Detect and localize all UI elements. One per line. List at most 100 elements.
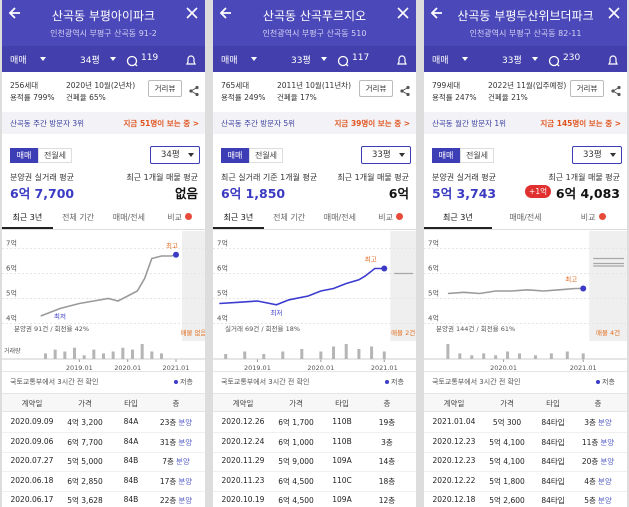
close-button[interactable] <box>606 5 622 21</box>
cell-text: 84B <box>123 475 139 485</box>
floor-area-ratio: 용적률 799% <box>10 93 55 102</box>
chart-tab[interactable]: 매매/전세 <box>509 213 542 222</box>
back-button[interactable] <box>6 4 24 22</box>
divider <box>213 229 416 230</box>
share-button[interactable] <box>399 82 411 97</box>
presale-tag: 분양 <box>600 457 615 466</box>
close-button[interactable] <box>184 5 200 21</box>
filter[interactable]: 33평 <box>291 56 311 66</box>
volume-bar <box>281 351 285 359</box>
filter[interactable]: 매매 <box>221 56 238 66</box>
chart-tab[interactable]: 비교 <box>154 212 205 229</box>
panel: 산곡동 부평아이파크 인천광역시 부평구 산곡동 91-2 매매 34평 119 256세… <box>2 0 205 507</box>
chart-tab[interactable]: 비교 <box>365 212 416 229</box>
volume-bar <box>121 347 125 359</box>
cell-text: 109A <box>332 456 352 465</box>
volume-bar <box>446 344 450 359</box>
filter[interactable]: 34평 <box>80 56 100 66</box>
back-button[interactable] <box>217 4 235 22</box>
viewer-count[interactable]: 지금 39명이 보는 중 > <box>334 119 410 128</box>
visitor-rank: 산곡동 월간 방문자 1위 <box>432 119 507 128</box>
viewer-count[interactable]: 지금 145명이 보는 중 > <box>540 119 621 128</box>
table-cell: 5억 9,000 <box>269 456 323 467</box>
panel: 산곡동 산곡푸르지오 인천광역시 부평구 산곡동 510 매매 33평 117 765세대… <box>213 0 416 507</box>
viewer-count[interactable]: 지금 51명이 보는 중 > <box>123 119 199 128</box>
address: 인천광역시 부평구 산곡동 91-2 <box>50 29 157 38</box>
close-button[interactable] <box>395 5 411 21</box>
filter[interactable]: 매매 <box>10 56 27 66</box>
cell-text: 2020.12.23 <box>432 456 476 465</box>
volume-bar <box>533 355 537 359</box>
cell-text: 5억 300 <box>492 418 522 427</box>
share-button[interactable] <box>610 82 622 97</box>
street-view-button[interactable]: 거리뷰 <box>359 80 393 97</box>
households: 256세대 <box>10 81 39 90</box>
building-coverage: 건폐율 21% <box>488 93 528 102</box>
back-button[interactable] <box>428 4 446 22</box>
table-header: 층 <box>383 399 391 408</box>
cell-text: 2020.11.23 <box>221 475 265 485</box>
caret <box>321 57 327 61</box>
comment-count[interactable]: 117 <box>352 53 370 63</box>
cell-text: 4억 3,200 <box>67 418 103 427</box>
x-tick-label: 2021.01 <box>570 364 597 372</box>
low-label: 최저 <box>270 308 282 317</box>
cell-text: 5억 1,800 <box>489 476 525 486</box>
table-cell: 5층 분양 <box>572 495 624 506</box>
street-view-button[interactable]: 거리뷰 <box>148 80 182 97</box>
cell-text: 2020.12.22 <box>432 475 476 485</box>
cell-text: 18층 <box>378 476 396 486</box>
table-cell: 6억 4,500 <box>269 476 323 487</box>
chart-tab[interactable]: 최근 3년 <box>424 212 492 229</box>
deal-tab[interactable]: 전월세 <box>38 148 72 163</box>
filter[interactable]: 매매 <box>432 56 449 66</box>
presale-tag: 분양 <box>597 476 612 486</box>
chart-tab[interactable]: 매매/전세 <box>112 213 145 222</box>
price-line <box>447 287 584 295</box>
size-select[interactable]: 33평 <box>572 146 622 164</box>
chart-tab[interactable]: 비교 <box>559 212 627 229</box>
table-header: 타입 <box>335 399 349 408</box>
divider <box>424 229 627 230</box>
row-divider <box>2 432 205 433</box>
table-header: 계약일 <box>443 399 465 408</box>
filter[interactable]: 33평 <box>502 56 522 66</box>
high-label: 최고 <box>565 275 577 284</box>
bell-icon[interactable] <box>607 52 619 65</box>
visitor-banner <box>213 112 416 134</box>
table-cell: 110B <box>323 437 361 446</box>
row-divider <box>213 451 416 453</box>
volume-bar <box>160 353 163 359</box>
volume-bar <box>243 351 247 359</box>
share-button[interactable] <box>188 82 200 97</box>
chart-tab[interactable]: 전체 기간 <box>62 213 95 222</box>
y-tick-label: 6억 <box>6 265 17 273</box>
chart-tab[interactable]: 전체 기간 <box>273 213 306 222</box>
deal-tab[interactable]: 전월세 <box>249 148 283 163</box>
deal-tab-active[interactable]: 매매 <box>432 148 460 163</box>
cell-text: 5층 <box>584 496 596 505</box>
header <box>424 0 627 46</box>
stat-label: 분양권 실거래 평균 <box>432 173 496 182</box>
street-view-button[interactable]: 거리뷰 <box>570 80 604 97</box>
chart-tab[interactable]: 최근 3년 <box>2 212 53 229</box>
table-cell: 110C <box>323 476 361 485</box>
x-tick-label: 2020.01 <box>490 364 517 372</box>
deal-tab-active[interactable]: 매매 <box>10 148 38 163</box>
deal-tab[interactable]: 전월세 <box>460 148 494 163</box>
bell-icon[interactable] <box>185 52 197 65</box>
chart-tab[interactable]: 매매/전세 <box>323 213 356 222</box>
size-select[interactable]: 33평 <box>361 146 411 164</box>
size-select[interactable]: 34평 <box>150 146 200 164</box>
divider <box>2 371 205 372</box>
bell-icon[interactable] <box>396 52 408 65</box>
comment-count[interactable]: 230 <box>563 53 581 63</box>
table-header: 층 <box>172 399 180 408</box>
chart-tab[interactable]: 최근 3년 <box>213 212 264 229</box>
stat-label: 최근 1개월 매물 평균 <box>337 173 409 182</box>
deal-tab-active[interactable]: 매매 <box>221 148 249 163</box>
cell-text: 2020.12.23 <box>432 436 476 446</box>
comment-count[interactable]: 119 <box>141 53 159 63</box>
cell-text: 31층 <box>159 437 177 447</box>
table-cell: 5억 2,600 <box>480 495 534 506</box>
